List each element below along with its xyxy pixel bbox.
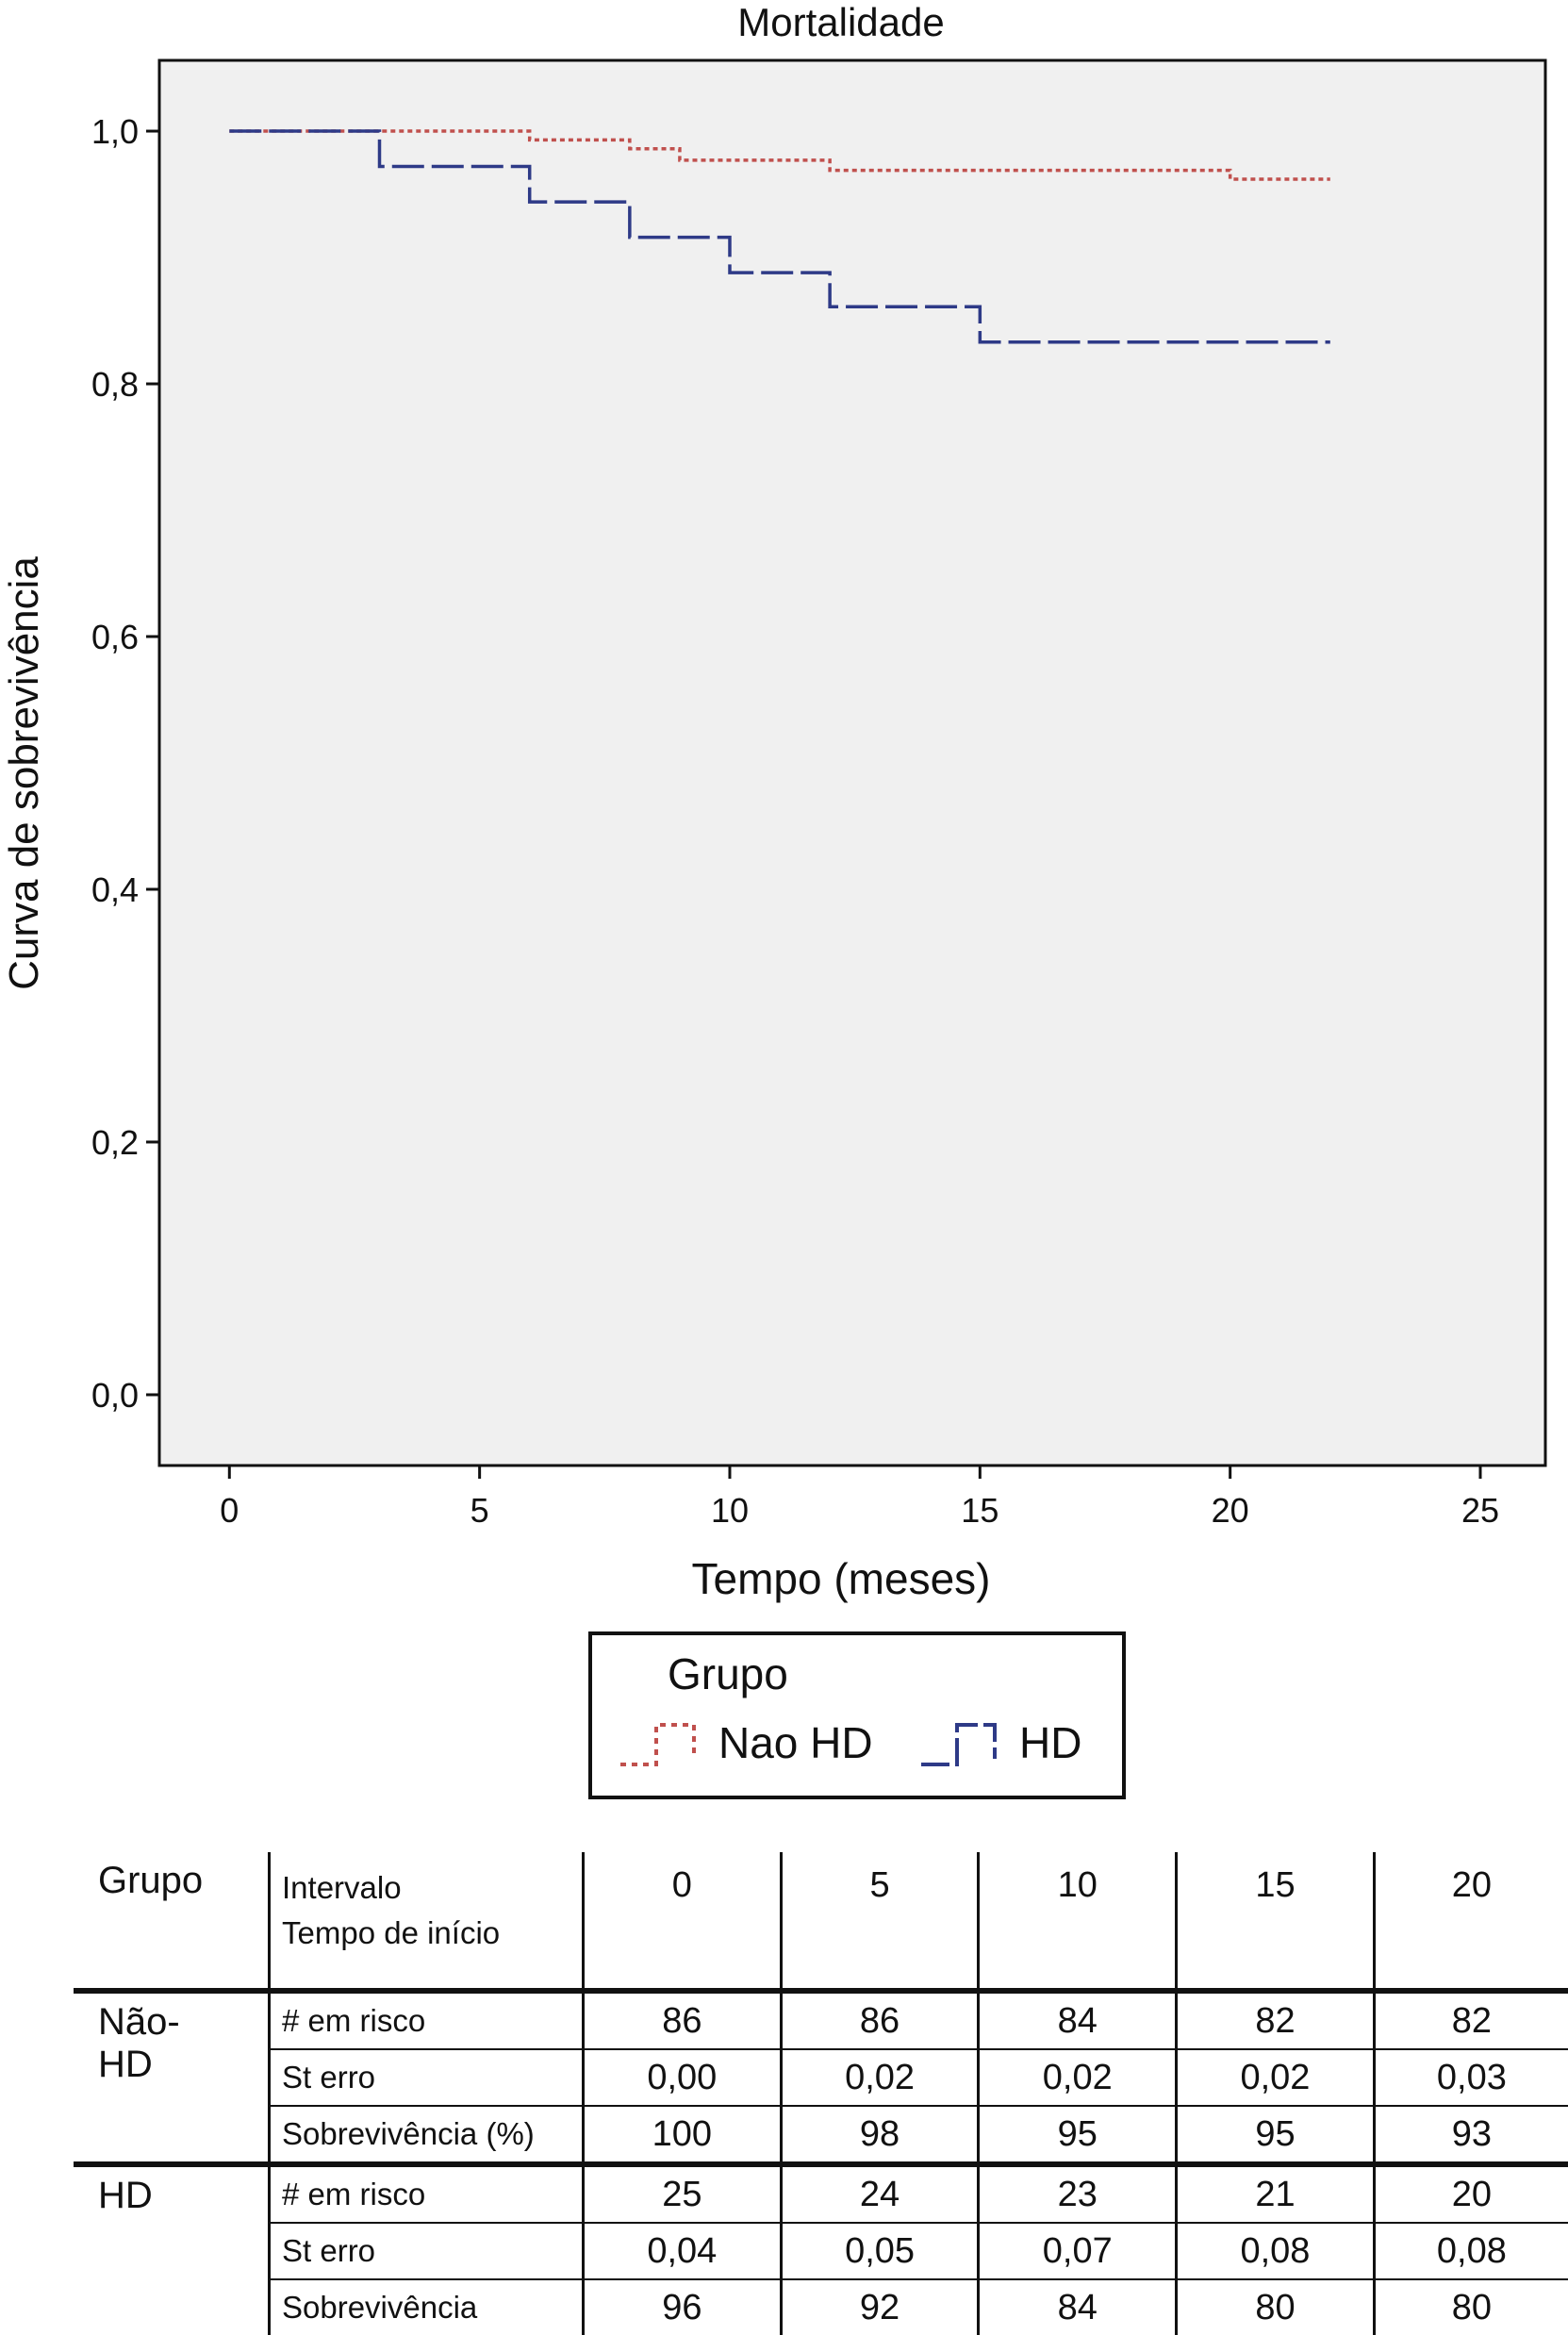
table-header-row: Grupo Intervalo Tempo de início 0 5 10 1… (74, 1852, 1568, 1991)
table-cell: 0,07 (978, 2223, 1179, 2280)
row-label: Sobrevivência (269, 2279, 585, 2335)
table-cell: 84 (978, 1988, 1179, 2050)
table-row: St erro 0,04 0,05 0,07 0,08 0,08 (74, 2223, 1568, 2280)
table-cell: 95 (978, 2106, 1179, 2164)
legend-item-nao-hd: Nao HD (617, 1714, 873, 1771)
table-cell: 80 (1451, 2287, 1493, 2327)
table-row: Não- HD # em risco 86 86 84 82 82 (74, 1988, 1568, 2164)
table-cell: 96 (583, 2279, 783, 2335)
table-cell: 80 (1176, 2279, 1376, 2335)
legend: Grupo Nao HD HD (588, 1631, 1126, 1799)
header-time: 15 (1176, 1852, 1376, 1991)
y-tick-label: 0,4 (91, 870, 139, 909)
y-axis: 0,0 0,2 0,4 0,6 0,8 1,0 (91, 112, 159, 1415)
table-cell: 0,03 (1374, 2049, 1568, 2107)
series-line-nao-hd (229, 129, 1330, 181)
table-cell: 86 (583, 1988, 783, 2050)
header-time: 0 (583, 1852, 783, 1991)
table-cell: 93 (1451, 2113, 1493, 2154)
header-interval-label: Intervalo Tempo de início (269, 1852, 585, 1991)
table-cell: 86 (781, 1988, 981, 2050)
table-cell: 98 (781, 2106, 981, 2164)
table-row: HD # em risco 25 24 23 21 20 (74, 2161, 1568, 2335)
series-layer (229, 129, 1330, 344)
table-cell: 0,08 (1176, 2223, 1376, 2280)
x-tick-label: 5 (470, 1491, 489, 1530)
table-cell: 0,02 (978, 2049, 1179, 2107)
legend-title: Grupo (668, 1649, 788, 1698)
series-line-hd (229, 129, 1330, 344)
x-tick-label: 10 (711, 1491, 749, 1530)
y-tick-label: 0,2 (91, 1123, 139, 1162)
table-cell: 0,05 (781, 2223, 981, 2280)
table-cell: 92 (781, 2279, 981, 2335)
legend-item-hd: HD (917, 1714, 1081, 1771)
y-tick-label: 1,0 (91, 112, 139, 151)
table-cell: 21 (1176, 2161, 1376, 2224)
legend-label-nao-hd: Nao HD (718, 1718, 873, 1767)
y-tick-label: 0,0 (91, 1376, 139, 1415)
table-row: St erro 0,00 0,02 0,02 0,02 0,03 (74, 2049, 1568, 2107)
header-time: 5 (781, 1852, 981, 1991)
table-cell: 0,04 (583, 2223, 783, 2280)
table-row: Sobrevivência 96 92 84 80 80 (74, 2279, 1568, 2335)
row-label: # em risco (269, 2161, 585, 2224)
header-interval-line1: Intervalo (282, 1870, 402, 1905)
table-cell: 23 (978, 2161, 1179, 2224)
row-label: St erro (269, 2049, 585, 2107)
table-row: Sobrevivência (%) 100 98 95 95 93 (74, 2106, 1568, 2164)
row-label: # em risco (269, 1988, 585, 2050)
header-time: 10 (978, 1852, 1179, 1991)
header-interval-line2: Tempo de início (282, 1915, 501, 1950)
table-cell: 0,02 (1176, 2049, 1376, 2107)
table-cell: 0,08 (1374, 2223, 1568, 2280)
table-cell: 25 (583, 2161, 783, 2224)
table-cell: 0,02 (781, 2049, 981, 2107)
group-name-hd: HD (74, 2161, 271, 2335)
table-cell: 24 (781, 2161, 981, 2224)
survival-table: Grupo Intervalo Tempo de início 0 5 10 1… (74, 1852, 1568, 2335)
group-name-line2: HD (98, 2044, 153, 2085)
x-tick-label: 20 (1212, 1491, 1249, 1530)
legend-swatch-hd (921, 1723, 997, 1766)
legend-label-hd: HD (1019, 1718, 1082, 1767)
survival-chart: Mortalidade 0,0 0,2 0,4 0,6 0,8 1,0 0 5 10 15 20 2… (1, 0, 1547, 1603)
header-time: 20 (1451, 1865, 1493, 1905)
legend-swatch-nao-hd (620, 1723, 696, 1766)
header-group-label: Grupo (74, 1852, 271, 1991)
x-tick-label: 15 (961, 1491, 999, 1530)
table-cell: 20 (1374, 2161, 1568, 2224)
table-cell: 0,00 (583, 2049, 783, 2107)
x-tick-label: 0 (220, 1491, 239, 1530)
group-name-nao-hd: Não- HD (74, 1988, 271, 2164)
row-label: Sobrevivência (%) (269, 2106, 585, 2164)
y-tick-label: 0,8 (91, 365, 139, 404)
table-cell: 100 (583, 2106, 783, 2164)
x-tick-label: 25 (1461, 1491, 1499, 1530)
row-label: St erro (269, 2223, 585, 2280)
table-cell: 95 (1176, 2106, 1376, 2164)
table-cell: 84 (978, 2279, 1179, 2335)
x-axis: 0 5 10 15 20 25 (220, 1466, 1499, 1530)
group-name-line1: Não- (98, 2001, 180, 2043)
y-tick-label: 0,6 (91, 618, 139, 656)
y-axis-title: Curva de sobrevivência (1, 556, 47, 990)
chart-title: Mortalidade (737, 0, 944, 44)
group-name-line1: HD (98, 2175, 153, 2216)
table-cell: 82 (1374, 1988, 1568, 2050)
table-cell: 82 (1176, 1988, 1376, 2050)
plot-area (157, 58, 1547, 1467)
x-axis-title: Tempo (meses) (692, 1554, 991, 1603)
